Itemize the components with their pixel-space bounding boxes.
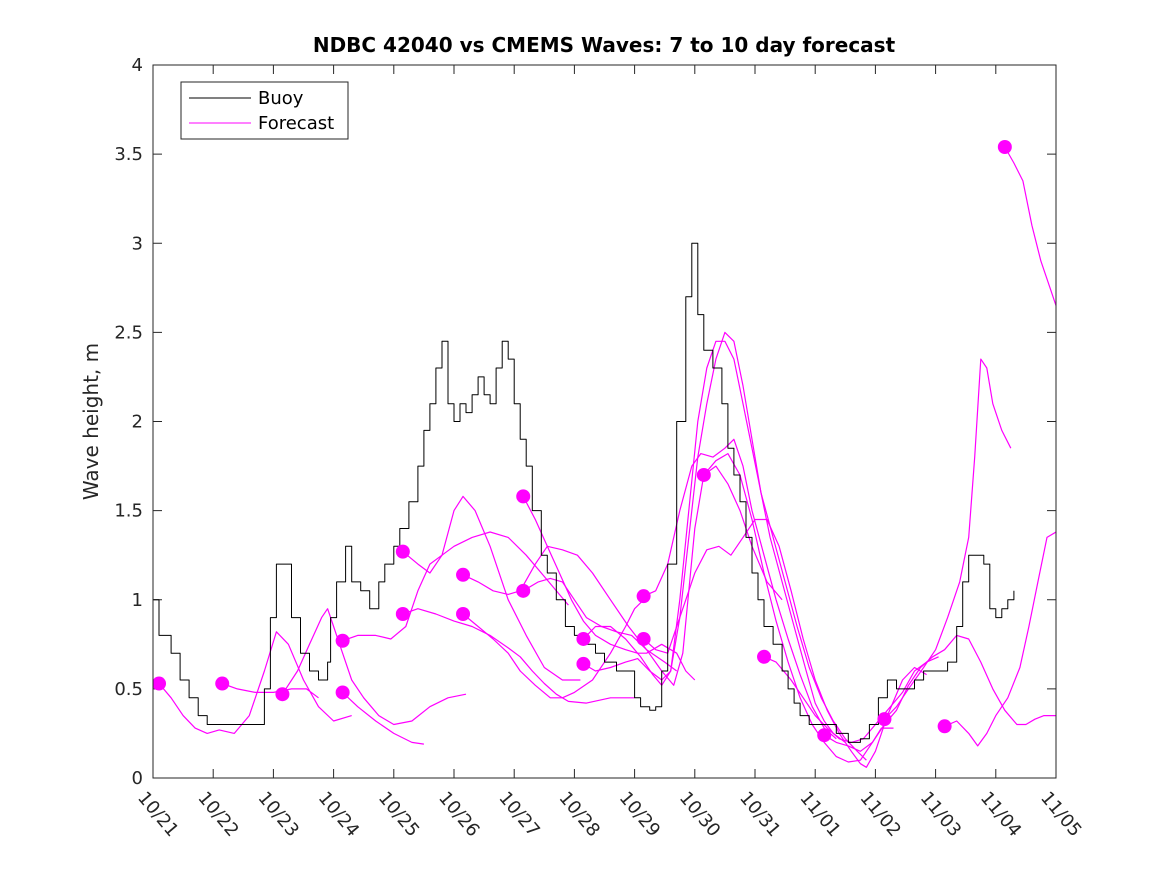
forecast-line-2 bbox=[221, 682, 319, 699]
forecast-start-marker-7 bbox=[395, 607, 410, 622]
y-axis-ticks: 0 0.5 1 1.5 2 2.5 3 3.5 4 bbox=[114, 55, 1056, 789]
forecast-start-marker-9 bbox=[456, 607, 471, 622]
forecast-line-18 bbox=[823, 634, 1056, 752]
y-tick-label: 1 bbox=[132, 590, 143, 611]
forecast-start-marker-4 bbox=[335, 633, 350, 648]
x-tick-label: 10/30 bbox=[675, 788, 724, 841]
y-tick-label: 0 bbox=[132, 768, 143, 789]
x-tick-label: 10/28 bbox=[555, 788, 604, 841]
forecast-start-marker-16 bbox=[696, 467, 711, 482]
x-tick-label: 10/24 bbox=[314, 788, 363, 841]
forecast-line-20 bbox=[944, 531, 1056, 747]
forecast-start-marker-19 bbox=[877, 712, 892, 727]
forecast-start-marker-20 bbox=[937, 719, 952, 734]
x-tick-label: 10/23 bbox=[254, 788, 303, 841]
y-tick-label: 2.5 bbox=[114, 322, 143, 343]
x-tick-label: 11/03 bbox=[916, 788, 965, 841]
x-tick-label: 10/21 bbox=[133, 788, 182, 841]
forecast-start-marker-6 bbox=[395, 544, 410, 559]
forecast-line-15 bbox=[643, 518, 927, 768]
x-tick-label: 10/31 bbox=[735, 788, 784, 841]
y-tick-label: 0.5 bbox=[114, 679, 143, 700]
forecast-line-21 bbox=[1004, 146, 1056, 306]
forecast-start-marker-18 bbox=[817, 728, 832, 743]
forecast-start-marker-3 bbox=[275, 687, 290, 702]
legend-buoy-label: Buoy bbox=[258, 88, 304, 109]
plot-frame bbox=[152, 64, 1057, 779]
y-tick-label: 1.5 bbox=[114, 501, 143, 522]
y-axis-label: Wave height, m bbox=[79, 343, 103, 500]
forecast-line-14 bbox=[643, 438, 837, 740]
x-tick-label: 11/01 bbox=[795, 788, 844, 841]
forecast-start-marker-14 bbox=[636, 589, 651, 604]
legend: Buoy Forecast bbox=[180, 81, 349, 140]
x-tick-label: 11/04 bbox=[976, 788, 1025, 841]
legend-forecast-label: Forecast bbox=[258, 113, 334, 134]
forecast-start-marker-15 bbox=[636, 631, 651, 646]
buoy-series-line bbox=[153, 242, 1015, 743]
y-tick-label: 3 bbox=[132, 233, 143, 254]
x-tick-label: 10/27 bbox=[494, 788, 543, 841]
y-tick-label: 4 bbox=[132, 55, 143, 76]
forecast-start-marker-17 bbox=[757, 649, 772, 664]
forecast-start-marker-21 bbox=[997, 139, 1012, 154]
x-tick-label: 10/22 bbox=[193, 788, 242, 841]
forecast-line-7 bbox=[402, 608, 635, 704]
forecast-line-10 bbox=[522, 496, 696, 681]
forecast-start-marker-12 bbox=[576, 631, 591, 646]
forecast-start-marker-11 bbox=[516, 583, 531, 598]
forecast-start-marker-8 bbox=[456, 567, 471, 582]
y-tick-label: 2 bbox=[132, 412, 143, 433]
forecast-start-markers bbox=[153, 139, 1012, 743]
forecast-line-6 bbox=[402, 495, 581, 681]
forecast-line-13 bbox=[583, 331, 867, 761]
forecast-start-marker-10 bbox=[516, 489, 531, 504]
legend-box bbox=[180, 81, 349, 140]
forecast-line-12 bbox=[582, 340, 846, 743]
y-tick-label: 3.5 bbox=[114, 144, 143, 165]
x-tick-label: 11/02 bbox=[856, 788, 905, 841]
forecast-line-1 bbox=[158, 631, 352, 734]
forecast-start-marker-5 bbox=[335, 685, 350, 700]
forecast-line-4 bbox=[342, 531, 569, 642]
x-tick-label: 11/05 bbox=[1036, 788, 1085, 841]
x-tick-label: 10/26 bbox=[434, 788, 483, 841]
forecast-start-marker-2 bbox=[215, 676, 230, 691]
x-tick-label: 10/25 bbox=[374, 788, 423, 841]
forecast-start-marker-1 bbox=[153, 676, 167, 691]
forecast-series-group bbox=[158, 146, 1056, 768]
forecast-line-3 bbox=[281, 608, 467, 726]
x-tick-label: 10/29 bbox=[615, 788, 664, 841]
forecast-line-16 bbox=[703, 453, 894, 763]
plot-lines bbox=[153, 139, 1056, 768]
forecast-line-19 bbox=[883, 358, 1012, 720]
forecast-line-5 bbox=[342, 691, 424, 745]
forecast-start-marker-13 bbox=[576, 656, 591, 671]
forecast-line-9 bbox=[462, 599, 645, 699]
chart-title: NDBC 42040 vs CMEMS Waves: 7 to 10 day f… bbox=[313, 33, 896, 57]
